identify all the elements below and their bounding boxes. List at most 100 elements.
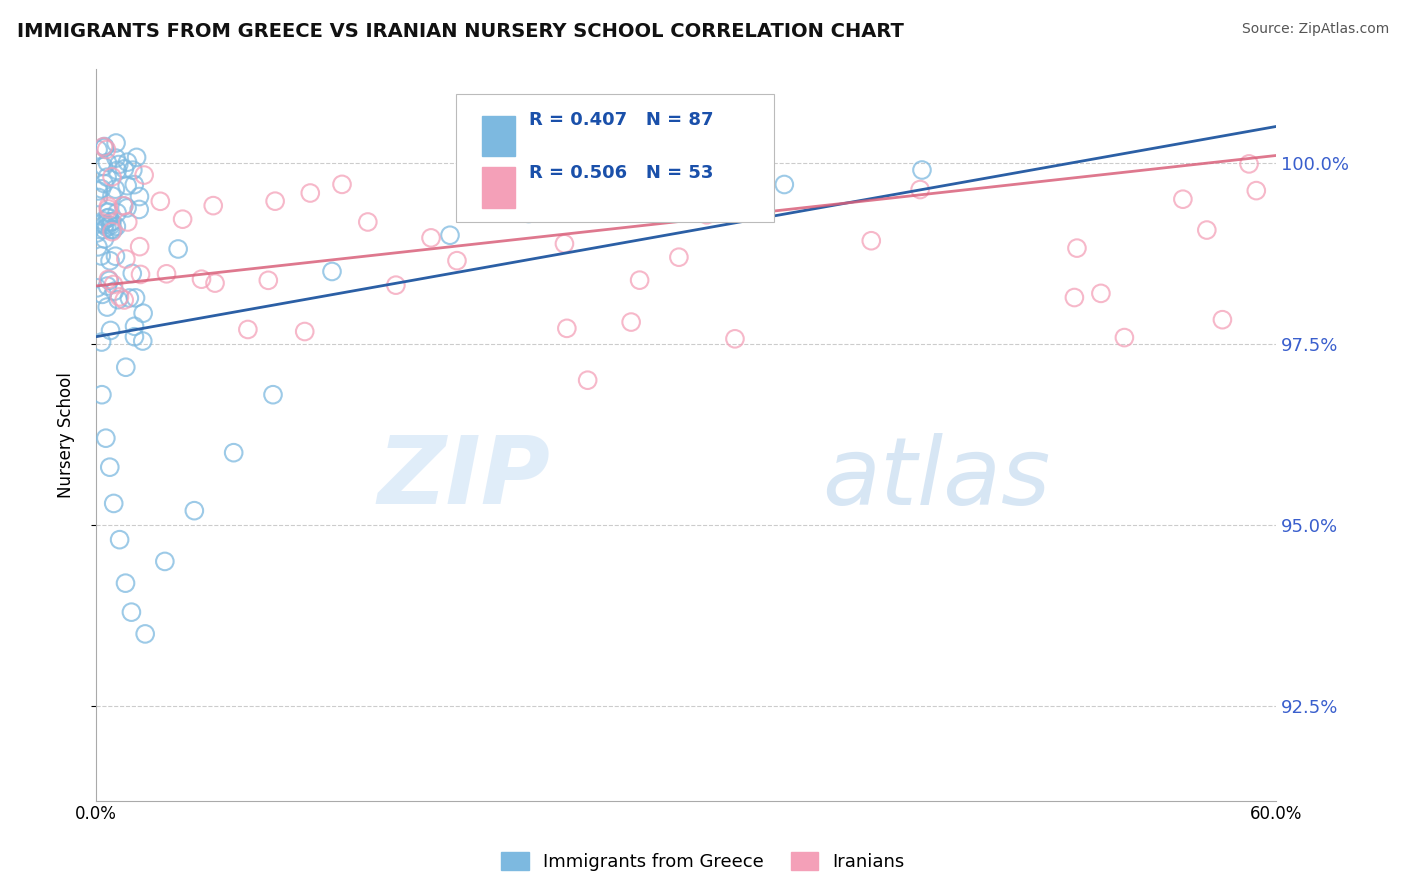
- Point: [1237, 157, 1260, 171]
- Point: [155, 267, 177, 281]
- Point: [86, 281, 108, 295]
- Point: [96, 155, 118, 169]
- Point: [724, 332, 747, 346]
- Point: [115, 252, 138, 266]
- Point: [100, 222, 122, 236]
- Point: [668, 250, 690, 264]
- Point: [124, 319, 146, 334]
- Point: [118, 291, 141, 305]
- Point: [101, 169, 124, 184]
- Point: [100, 219, 122, 233]
- Point: [96, 220, 118, 235]
- Point: [153, 554, 176, 568]
- Text: IMMIGRANTS FROM GREECE VS IRANIAN NURSERY SCHOOL CORRELATION CHART: IMMIGRANTS FROM GREECE VS IRANIAN NURSER…: [17, 22, 904, 41]
- Point: [628, 273, 651, 287]
- Point: [860, 234, 883, 248]
- Point: [93, 140, 115, 154]
- Point: [505, 153, 527, 167]
- Point: [1063, 291, 1085, 305]
- Point: [517, 206, 540, 220]
- Point: [202, 199, 225, 213]
- Point: [128, 240, 150, 254]
- Point: [93, 160, 115, 174]
- Text: Source: ZipAtlas.com: Source: ZipAtlas.com: [1241, 22, 1389, 37]
- Point: [299, 186, 322, 200]
- Point: [134, 627, 156, 641]
- Point: [124, 291, 146, 305]
- Point: [576, 373, 599, 387]
- Point: [103, 496, 125, 510]
- Point: [134, 168, 156, 182]
- Point: [98, 273, 121, 287]
- Point: [190, 272, 212, 286]
- Point: [91, 287, 114, 301]
- FancyBboxPatch shape: [482, 116, 515, 156]
- Point: [101, 223, 124, 237]
- Point: [105, 205, 128, 219]
- Point: [114, 576, 136, 591]
- Point: [90, 217, 112, 231]
- Point: [773, 178, 796, 192]
- Point: [100, 215, 122, 229]
- Point: [101, 189, 124, 203]
- Point: [555, 321, 578, 335]
- Point: [257, 273, 280, 287]
- Point: [149, 194, 172, 209]
- Point: [553, 236, 575, 251]
- Point: [97, 202, 120, 216]
- Point: [128, 189, 150, 203]
- Point: [236, 322, 259, 336]
- Point: [100, 323, 122, 337]
- Point: [262, 387, 284, 401]
- Point: [117, 155, 139, 169]
- Point: [128, 202, 150, 217]
- Point: [330, 178, 353, 192]
- Point: [439, 228, 461, 243]
- Point: [420, 231, 443, 245]
- Point: [1211, 312, 1233, 326]
- Point: [294, 325, 316, 339]
- Point: [98, 460, 121, 475]
- Point: [115, 201, 138, 215]
- Point: [93, 232, 115, 246]
- Point: [104, 151, 127, 165]
- Text: ZIP: ZIP: [377, 433, 550, 524]
- Point: [93, 214, 115, 228]
- Point: [87, 190, 110, 204]
- Point: [129, 268, 152, 282]
- Text: atlas: atlas: [821, 433, 1050, 524]
- Point: [321, 264, 343, 278]
- Point: [90, 249, 112, 263]
- Point: [107, 293, 129, 307]
- Point: [94, 218, 117, 232]
- Point: [90, 182, 112, 196]
- Y-axis label: Nursery School: Nursery School: [58, 372, 75, 498]
- Point: [264, 194, 287, 209]
- Point: [132, 334, 155, 348]
- Point: [112, 293, 135, 307]
- Point: [636, 192, 658, 206]
- Point: [696, 208, 718, 222]
- Point: [96, 211, 118, 225]
- Point: [87, 143, 110, 157]
- Point: [204, 276, 226, 290]
- Point: [1066, 241, 1088, 255]
- Point: [96, 170, 118, 185]
- Point: [96, 279, 118, 293]
- Point: [446, 253, 468, 268]
- Point: [911, 163, 934, 178]
- Point: [105, 136, 128, 150]
- Point: [385, 278, 408, 293]
- Point: [183, 504, 205, 518]
- Point: [104, 182, 127, 196]
- Point: [96, 143, 118, 157]
- Point: [103, 277, 125, 292]
- Point: [108, 290, 131, 304]
- Point: [87, 184, 110, 198]
- Point: [104, 249, 127, 263]
- Point: [167, 242, 190, 256]
- Legend: Immigrants from Greece, Iranians: Immigrants from Greece, Iranians: [494, 845, 912, 879]
- Point: [97, 272, 120, 286]
- Point: [124, 178, 146, 192]
- Point: [90, 387, 112, 401]
